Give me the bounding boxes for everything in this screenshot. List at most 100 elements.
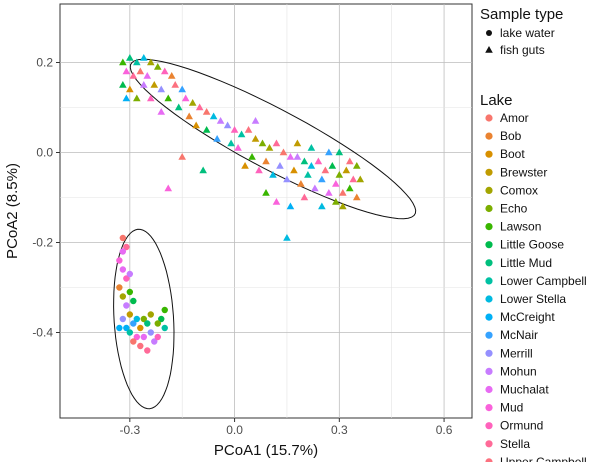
lake-water-point	[119, 315, 127, 323]
fish-gut-point	[272, 198, 281, 205]
fish-gut-point	[307, 144, 316, 151]
lake-water-point	[116, 324, 123, 332]
fish-gut-point	[136, 67, 145, 75]
fish-gut-point	[209, 112, 218, 120]
fish-gut-point	[276, 162, 284, 169]
fish-gut-point	[171, 81, 180, 88]
fish-gut-point	[185, 112, 193, 120]
lake-water-point	[154, 320, 161, 327]
fish-gut-point	[304, 171, 312, 178]
fish-gut-point	[216, 117, 225, 124]
fish-gut-point	[164, 184, 173, 192]
legend-lake-label: Lawson	[500, 220, 541, 234]
fish-gut-point	[160, 67, 169, 75]
fish-gut-point	[119, 81, 127, 88]
lake-water-point	[126, 288, 134, 296]
fish-gut-point	[188, 99, 197, 106]
fish-gut-point	[283, 175, 291, 183]
lake-water-point	[147, 329, 154, 336]
legend-lake-label: Mohun	[500, 364, 537, 378]
fish-gut-point	[192, 121, 200, 129]
lake-water-point	[133, 315, 141, 323]
y-tick-label: -0.4	[32, 326, 53, 340]
fish-gut-point	[283, 234, 291, 241]
fish-gut-point	[335, 148, 344, 156]
lake-water-point	[137, 342, 144, 350]
fish-gut-point	[300, 157, 309, 165]
data-points	[116, 54, 365, 354]
lake-water-point	[161, 324, 168, 332]
legend-triangle-marker	[485, 46, 493, 53]
legend-lake-label: Merrill	[500, 346, 533, 360]
fish-gut-point	[349, 175, 358, 183]
lake-water-point	[123, 302, 130, 309]
fish-gut-point	[146, 58, 155, 66]
fish-gut-point	[345, 184, 354, 192]
lake-water-point	[126, 270, 134, 278]
fish-gut-point	[332, 198, 340, 205]
fish-gut-point	[153, 63, 162, 70]
lake-water-point	[119, 248, 127, 255]
lake-water-point	[161, 306, 168, 314]
legend-lake-swatch	[485, 404, 493, 412]
lake-water-point	[147, 311, 154, 318]
fish-gut-point	[133, 58, 141, 66]
legend-lake-label: Bob	[500, 129, 522, 143]
fish-gut-point	[164, 94, 173, 102]
fish-gut-point	[227, 139, 235, 147]
legend-lake-swatch	[485, 223, 493, 231]
fish-gut-point	[345, 157, 354, 165]
fish-gut-point	[202, 108, 211, 115]
y-tick-label: 0.0	[36, 146, 53, 160]
legend-lake-swatch	[485, 385, 493, 394]
fish-gut-point	[339, 189, 347, 196]
legend-lake-label: McNair	[500, 328, 538, 342]
fish-gut-point	[248, 153, 256, 160]
lake-water-point	[116, 284, 123, 291]
fish-gut-point	[286, 202, 295, 210]
fish-gut-point	[213, 135, 221, 142]
fish-gut-point	[133, 94, 141, 102]
fish-gut-point	[237, 130, 246, 138]
legend-lake-label: Stella	[500, 437, 530, 451]
fish-gut-point	[318, 175, 326, 183]
fish-gut-point	[139, 81, 148, 88]
legend-lake-swatch	[485, 295, 493, 303]
lake-water-point	[133, 333, 141, 341]
lake-water-point	[130, 338, 137, 345]
fish-gut-point	[251, 117, 260, 124]
lake-water-point	[130, 297, 137, 305]
legend-lake-swatch	[485, 186, 493, 194]
fish-gut-point	[241, 162, 249, 169]
fish-gut-point	[332, 180, 340, 187]
legend-lake-swatch	[485, 150, 493, 158]
legend-lake-label: Ormund	[500, 419, 543, 433]
lake-water-point	[123, 324, 130, 332]
fish-gut-point	[307, 162, 316, 169]
lake-water-point	[140, 333, 147, 341]
legend-lake-swatch	[485, 277, 493, 285]
fish-gut-point	[328, 162, 337, 169]
lake-water-point	[158, 315, 165, 323]
legend-lake-label: McCreight	[500, 310, 555, 324]
fish-gut-point	[150, 81, 159, 88]
fish-gut-point	[342, 166, 351, 174]
fish-gut-point	[230, 126, 239, 133]
fish-gut-point	[157, 85, 166, 93]
legend-lake-swatch	[485, 440, 493, 448]
ellipse-lake-water	[113, 228, 175, 410]
fish-gut-point	[286, 153, 295, 160]
legend-lake-swatch	[485, 259, 493, 267]
legend-lake-label: Echo	[500, 202, 528, 216]
lake-water-point	[119, 234, 127, 242]
fish-gut-point	[174, 103, 183, 111]
fish-gut-point	[356, 175, 365, 183]
fish-gut-point	[272, 139, 281, 147]
fish-gut-point	[251, 135, 260, 142]
lake-water-point	[144, 347, 151, 354]
fish-gut-point	[300, 193, 309, 201]
fish-gut-point	[352, 193, 361, 201]
x-tick-label: -0.3	[119, 423, 140, 437]
legend-lake-swatch	[485, 114, 493, 122]
